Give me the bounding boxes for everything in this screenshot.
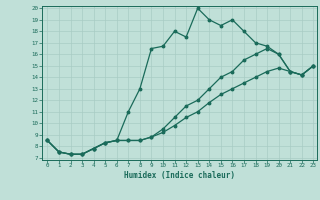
- X-axis label: Humidex (Indice chaleur): Humidex (Indice chaleur): [124, 171, 235, 180]
